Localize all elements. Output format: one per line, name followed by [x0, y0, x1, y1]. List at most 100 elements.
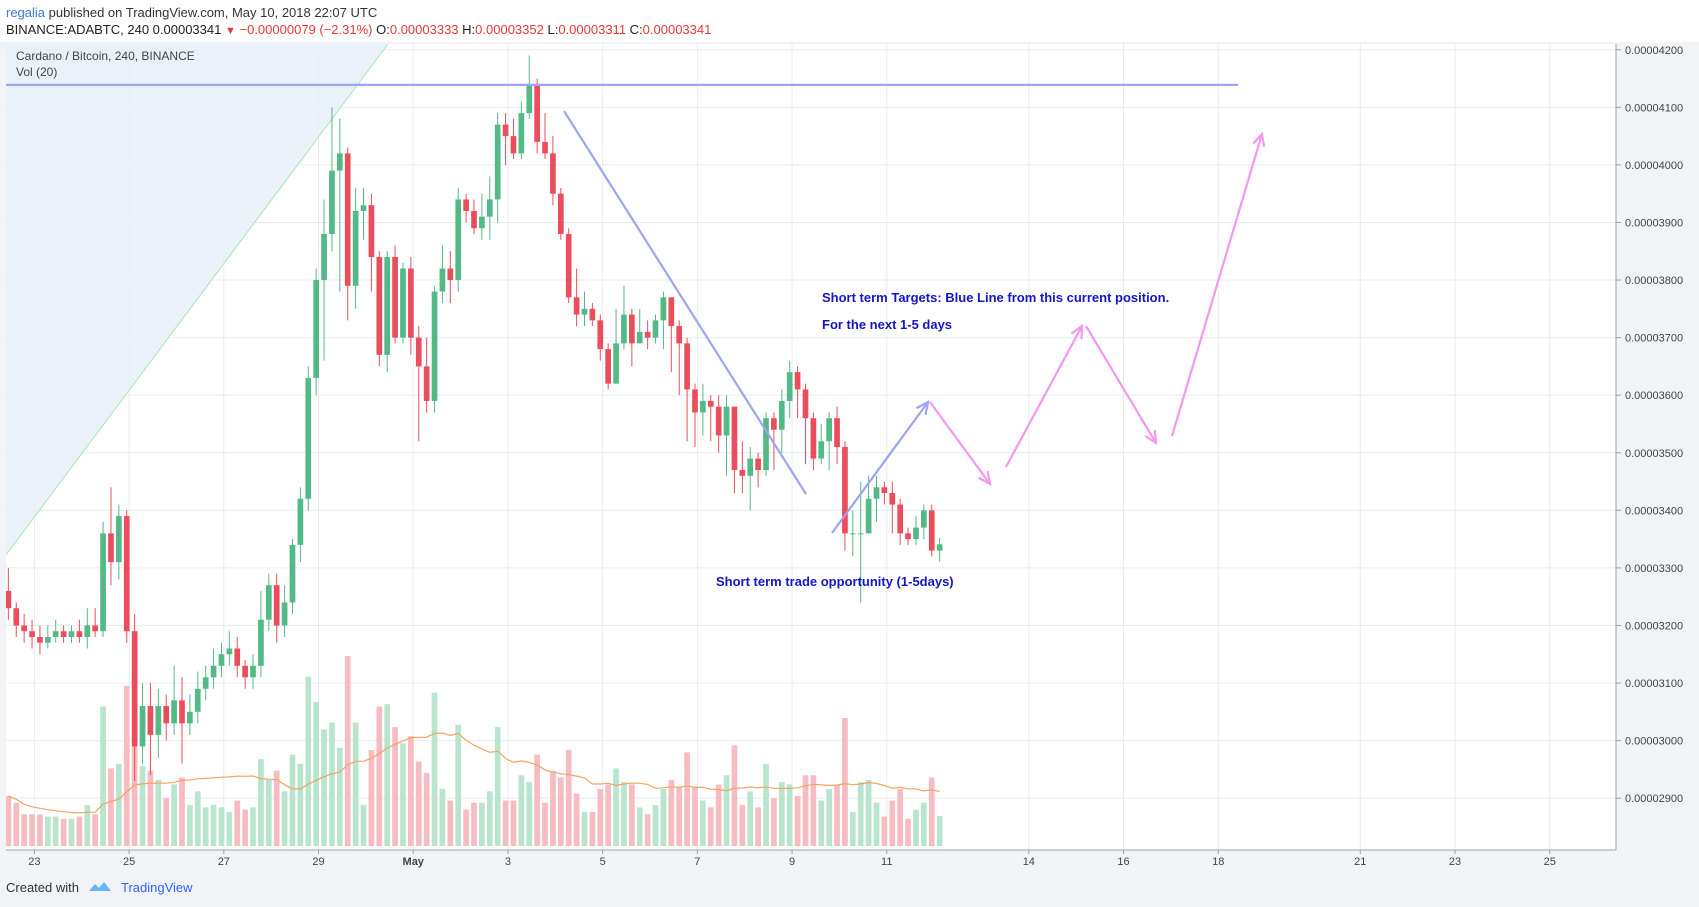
- candle-body: [881, 487, 888, 494]
- price-chart[interactable]: Short term Targets: Blue Line from this …: [6, 44, 1692, 869]
- volume-bar: [139, 766, 146, 846]
- candle: [258, 590, 264, 678]
- tradingview-link[interactable]: TradingView: [120, 879, 193, 895]
- candle: [494, 113, 501, 223]
- candle: [431, 285, 438, 413]
- y-tick-label: 0.00003200: [1625, 620, 1683, 632]
- open-label: O:: [376, 22, 390, 37]
- candle-body: [479, 216, 485, 229]
- y-tick-label: 0.00004000: [1625, 160, 1683, 172]
- volume-bar: [171, 784, 177, 846]
- candle-body: [676, 326, 683, 344]
- volume-bar: [573, 793, 580, 846]
- volume-bar: [29, 814, 35, 846]
- x-tick-label: 21: [1354, 856, 1366, 868]
- candle-body: [668, 297, 675, 327]
- y-tick-label: 0.00003400: [1625, 505, 1683, 517]
- candle-body: [329, 170, 335, 234]
- x-tick-label: 9: [789, 856, 795, 868]
- candle: [873, 475, 880, 522]
- candle: [60, 625, 67, 643]
- volume-bar: [352, 722, 359, 846]
- candle-body: [210, 665, 217, 678]
- candle-body: [849, 533, 856, 535]
- candle: [68, 625, 75, 643]
- volume-bar: [329, 722, 335, 846]
- candle-body: [336, 153, 343, 171]
- volume-bar: [376, 706, 383, 846]
- candle: [384, 251, 391, 373]
- candle: [700, 383, 706, 436]
- time-axis[interactable]: 23 25 27 29 May 3 5 7 9 11 14 16 18 21 23 25: [28, 850, 1556, 868]
- candle: [21, 613, 27, 643]
- volume-bar: [194, 791, 201, 846]
- volume-bar: [400, 743, 406, 846]
- candle: [352, 187, 359, 309]
- candle: [629, 308, 635, 367]
- candle-body: [707, 400, 714, 407]
- candle-body: [692, 389, 698, 413]
- author-link[interactable]: regalia: [6, 5, 46, 20]
- candle: [37, 625, 43, 655]
- candle-body: [652, 320, 659, 338]
- candle: [621, 285, 627, 350]
- high-label: H:: [462, 22, 476, 37]
- candle-body: [116, 516, 122, 563]
- candle-body: [928, 510, 935, 551]
- candle-body: [423, 366, 430, 401]
- trend-line[interactable]: [563, 110, 807, 495]
- candle-body: [265, 585, 272, 620]
- volume-bar: [794, 795, 801, 846]
- volume-bar: [108, 768, 114, 846]
- candle-body: [486, 199, 493, 217]
- candle-body: [60, 631, 67, 637]
- volume-bar: [116, 763, 122, 846]
- candle-body: [226, 648, 233, 655]
- candle-body: [52, 631, 59, 637]
- candle-body: [739, 470, 746, 476]
- candle-body: [589, 308, 596, 321]
- candle: [486, 176, 493, 240]
- candle-body: [242, 665, 248, 678]
- volume-bar: [202, 807, 209, 846]
- candle: [707, 395, 714, 442]
- candle-body: [139, 706, 146, 747]
- candle: [123, 510, 130, 643]
- volume-bar: [52, 816, 59, 846]
- volume-bar: [123, 685, 130, 846]
- candle-body: [684, 343, 690, 390]
- candle: [250, 654, 256, 689]
- candle: [273, 573, 280, 643]
- candle: [881, 481, 888, 505]
- candle: [187, 694, 193, 735]
- candle-body: [305, 377, 312, 499]
- candle: [802, 383, 809, 465]
- candle: [100, 521, 106, 637]
- annotation-targets: Short term Targets: Blue Line from this …: [822, 290, 1169, 305]
- low-value: 0.00003311: [558, 22, 627, 37]
- price-axis[interactable]: 0.00004200 0.00004100 0.00004000 0.00003900…: [1616, 45, 1683, 805]
- candle-body: [471, 210, 477, 229]
- candle: [778, 389, 785, 453]
- candle-body: [384, 257, 391, 355]
- candle-body: [644, 331, 651, 338]
- volume-bar: [226, 811, 233, 846]
- candle-body: [155, 706, 162, 735]
- candle-body: [360, 205, 367, 211]
- volume-bar: [834, 784, 840, 846]
- candle: [13, 602, 20, 637]
- candle-body: [37, 636, 43, 643]
- arrow-shaft: [929, 401, 991, 485]
- y-tick-label: 0.00003900: [1625, 217, 1683, 229]
- candle-body: [344, 153, 351, 286]
- candle-body: [771, 418, 777, 430]
- volume-bar: [368, 750, 375, 846]
- candle-body: [747, 458, 754, 476]
- candle-body: [400, 268, 406, 338]
- candle: [557, 187, 564, 240]
- candle: [715, 395, 722, 453]
- candle: [755, 452, 761, 488]
- candle: [336, 118, 343, 292]
- candle-body: [258, 619, 264, 666]
- x-tick-label: 25: [123, 856, 135, 868]
